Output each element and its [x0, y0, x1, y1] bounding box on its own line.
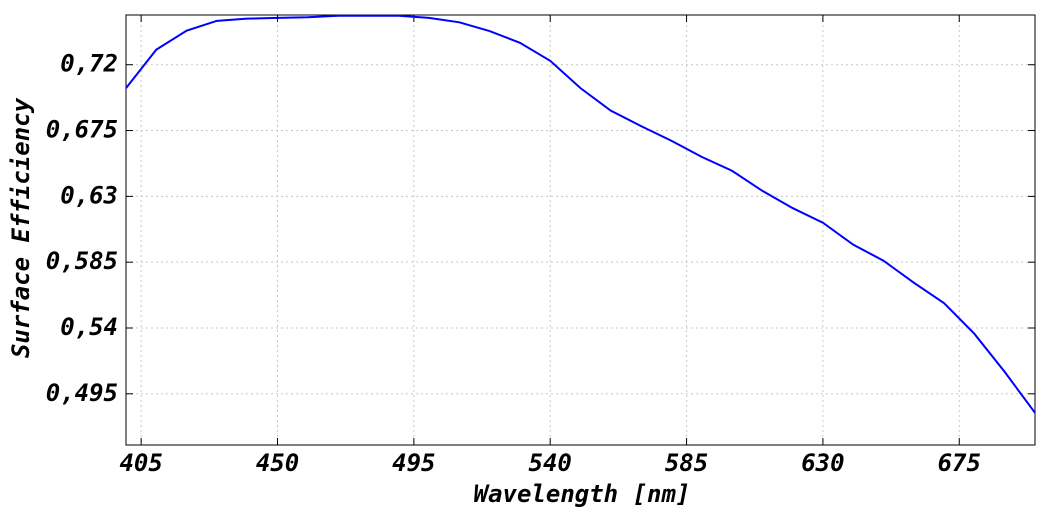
x-axis-label: Wavelength [nm]	[474, 480, 691, 508]
x-tick-label: 540	[529, 449, 572, 477]
y-tick-label: 0,63	[60, 181, 118, 209]
x-tick-label: 405	[119, 449, 162, 477]
x-tick-label: 495	[392, 449, 435, 477]
data-line	[125, 14, 1036, 414]
y-tick-label: 0,54	[60, 313, 118, 341]
y-tick-label: 0,495	[46, 379, 118, 407]
x-tick-label: 450	[256, 449, 299, 477]
y-tick-label: 0,72	[60, 50, 118, 78]
plot-frame	[125, 14, 1036, 446]
y-tick-label: 0,585	[46, 247, 118, 275]
y-axis-label: Surface Efficiency	[7, 97, 35, 358]
x-tick-label: 585	[665, 449, 708, 477]
x-tick-label: 630	[801, 449, 844, 477]
x-tick-label: 675	[938, 449, 981, 477]
y-tick-label: 0,675	[46, 116, 118, 144]
